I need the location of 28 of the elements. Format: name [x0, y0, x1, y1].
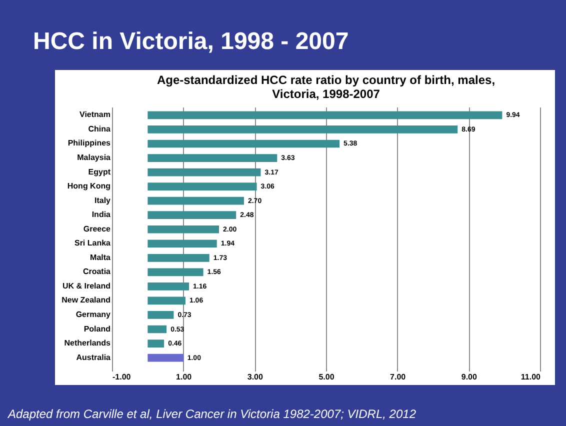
y-tick-label: India — [92, 210, 112, 220]
x-tick-label: 1.00 — [176, 372, 192, 382]
y-tick-label: Hong Kong — [67, 182, 111, 191]
x-tick-label: 5.00 — [318, 372, 335, 382]
x-tick-label: 7.00 — [390, 372, 406, 382]
y-tick-label: Netherlands — [64, 338, 112, 348]
y-tick-label: Malaysia — [77, 153, 112, 162]
x-tick-label: 11.00 — [520, 372, 542, 382]
chart-subtitle: Age-standardized HCC rate ratio by country of birth, males, Victoria, 1998-2007 — [156, 73, 496, 101]
x-tick-label: 9.00 — [461, 372, 478, 382]
y-tick-label: Croatia — [82, 267, 112, 276]
y-tick-label: Australia — [76, 352, 112, 362]
y-tick-label: Greece — [83, 224, 112, 234]
y-tick-label: Germany — [76, 310, 112, 319]
y-tick-label: New Zealand — [62, 296, 111, 305]
x-tick-label: -1.00 — [112, 372, 132, 382]
text: Adapted from Carville et al, Liver Cancer in Victoria 1982-2007; VIDRL, 2012 — [8, 407, 416, 421]
x-tick-label: 3.00 — [247, 372, 264, 382]
y-tick-label: Egypt — [88, 167, 111, 176]
y-tick-label: Vietnam — [80, 110, 110, 120]
y-tick-label: Sri Lanka — [74, 238, 112, 248]
y-tick-label: Philippines — [68, 138, 112, 148]
y-tick-label: Italy — [94, 196, 112, 205]
chart-title: HCC in Victoria, 1998 - 2007 — [33, 28, 349, 56]
y-tick-label: Poland — [84, 324, 111, 334]
y-tick-label: Malta — [90, 252, 112, 262]
y-tick-label: China — [88, 124, 112, 134]
y-tick-label: UK & Ireland — [62, 281, 111, 290]
